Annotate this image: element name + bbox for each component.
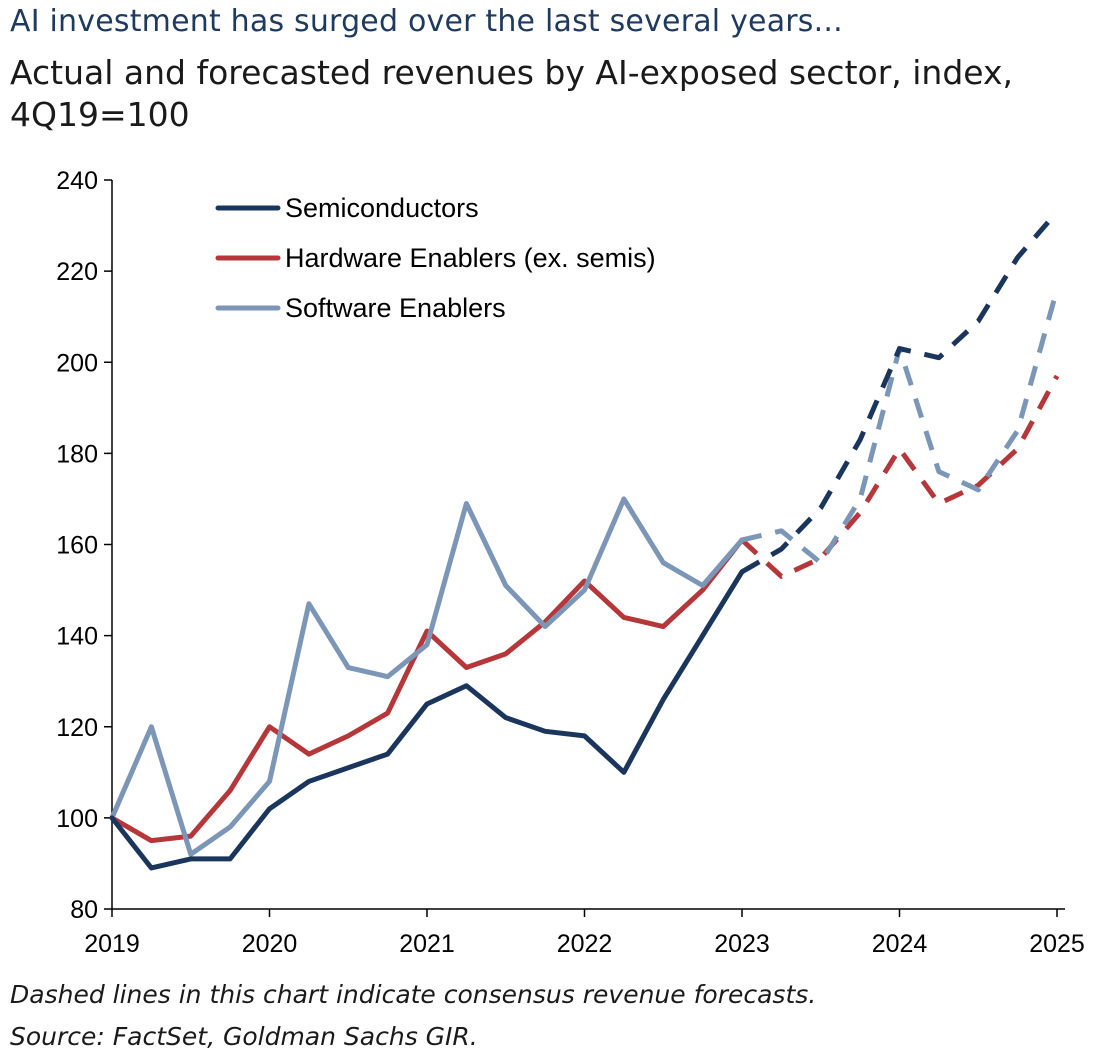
y-tick-label: 200: [56, 349, 98, 377]
y-tick-label: 100: [56, 805, 98, 833]
series-line-actual: [109, 569, 745, 871]
y-tick-label: 80: [70, 896, 98, 924]
series-line-forecast: [741, 288, 1060, 566]
chart-source: Source: FactSet, Goldman Sachs GIR.: [10, 1022, 478, 1051]
series-line-actual: [109, 496, 745, 857]
legend-label: Hardware Enablers (ex. semis): [285, 243, 656, 273]
x-tick-label: 2019: [84, 930, 140, 958]
series-line-forecast: [740, 374, 1060, 579]
x-tick-label: 2023: [714, 930, 770, 958]
series-line-actual: [109, 537, 745, 844]
y-tick-label: 240: [56, 167, 98, 195]
y-tick-label: 220: [56, 258, 98, 286]
y-tick-label: 160: [56, 532, 98, 560]
x-tick-label: 2025: [1029, 930, 1085, 958]
x-tick-label: 2024: [872, 930, 928, 958]
chart-title: AI investment has surged over the last s…: [10, 4, 843, 39]
x-tick-label: 2020: [242, 930, 298, 958]
y-tick-label: 180: [56, 440, 98, 468]
legend-label: Software Enablers: [285, 293, 506, 323]
legend-label: Semiconductors: [285, 193, 479, 223]
x-tick-label: 2021: [399, 930, 455, 958]
series-line-forecast: [740, 210, 1059, 575]
chart-subtitle: Actual and forecasted revenues by AI-exp…: [10, 53, 1014, 134]
y-tick-label: 140: [56, 623, 98, 651]
y-tick-label: 120: [56, 714, 98, 742]
chart-note: Dashed lines in this chart indicate cons…: [10, 980, 817, 1009]
x-tick-label: 2022: [557, 930, 613, 958]
